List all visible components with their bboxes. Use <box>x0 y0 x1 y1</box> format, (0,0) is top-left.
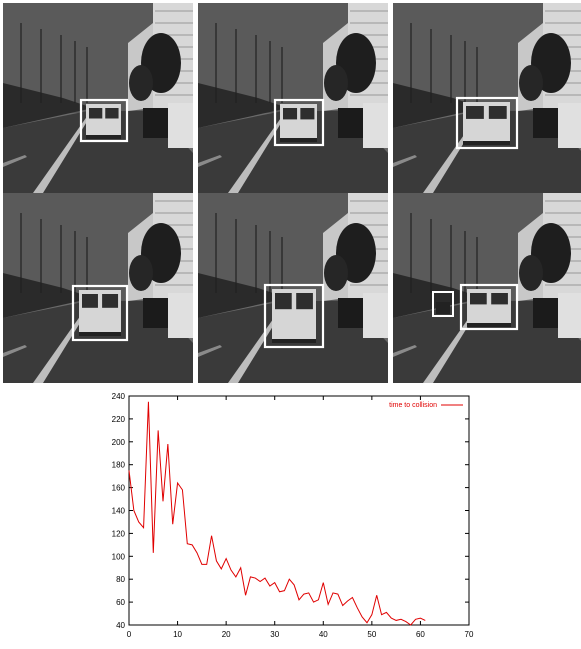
frame-6 <box>393 193 581 383</box>
van-rear-window <box>102 294 119 308</box>
parked-car <box>143 298 168 328</box>
x-tick-label: 30 <box>270 630 279 639</box>
y-tick-label: 120 <box>112 529 126 538</box>
left-embankment <box>3 273 93 318</box>
van-rear-window <box>470 293 487 305</box>
van-rear-window <box>82 294 98 308</box>
lane-marking <box>33 305 91 383</box>
left-embankment <box>198 83 288 128</box>
tree <box>129 65 153 101</box>
x-tick-label: 10 <box>173 630 182 639</box>
legend-label: time to collision <box>389 402 437 409</box>
van-rear-window <box>491 293 508 305</box>
van-rear-window <box>105 108 119 119</box>
parked-van <box>558 293 581 338</box>
tree <box>324 255 348 291</box>
van-bumper <box>280 138 317 142</box>
x-tick-label: 0 <box>127 630 132 639</box>
lane-marking <box>33 115 91 193</box>
x-tick-label: 60 <box>416 630 425 639</box>
tracking-box <box>71 284 129 342</box>
y-tick-label: 220 <box>112 415 126 424</box>
frame-1 <box>3 3 193 193</box>
lane-arrow <box>393 345 417 357</box>
parked-van <box>558 103 581 148</box>
tree <box>519 65 543 101</box>
x-tick-label: 50 <box>367 630 376 639</box>
tracking-box-secondary <box>432 291 454 317</box>
x-tick-label: 20 <box>222 630 231 639</box>
frame-2 <box>198 3 388 193</box>
van-bumper <box>86 135 121 139</box>
parked-van <box>168 103 193 148</box>
tree <box>129 255 153 291</box>
van-bumper <box>467 323 511 327</box>
x-tick-label: 70 <box>465 630 474 639</box>
lane-arrow <box>198 155 222 167</box>
y-tick-label: 160 <box>112 484 126 493</box>
van-rear-window <box>488 106 507 119</box>
tracking-box <box>459 283 519 331</box>
lane-marking <box>228 305 286 383</box>
frame-4 <box>3 193 193 383</box>
y-tick-label: 60 <box>116 598 125 607</box>
x-tick-label: 40 <box>319 630 328 639</box>
distant-car <box>436 302 450 314</box>
parked-car <box>533 108 558 138</box>
tree <box>324 65 348 101</box>
y-tick-label: 180 <box>112 461 126 470</box>
lane-arrow <box>3 345 27 357</box>
left-embankment <box>393 83 483 128</box>
van-bumper <box>463 141 510 145</box>
left-embankment <box>198 273 288 318</box>
van-rear-window <box>466 106 484 119</box>
lane-marking <box>228 115 286 193</box>
parked-car <box>338 298 363 328</box>
y-tick-label: 240 <box>112 392 126 401</box>
van-bumper <box>79 332 121 336</box>
lane-marking <box>423 305 481 383</box>
parked-car <box>143 108 168 138</box>
tracking-box <box>455 96 519 150</box>
y-tick-label: 100 <box>112 552 126 561</box>
frame-5 <box>198 193 388 383</box>
tracking-box <box>79 98 129 143</box>
parked-van <box>363 293 388 338</box>
lane-arrow <box>198 345 222 357</box>
frame-3 <box>393 3 581 193</box>
van-rear-window <box>275 293 292 310</box>
van-rear-window <box>89 108 103 119</box>
lane-arrow <box>3 155 27 167</box>
y-tick-label: 200 <box>112 438 126 447</box>
left-embankment <box>393 273 483 318</box>
parked-van <box>363 103 388 148</box>
parked-car <box>338 108 363 138</box>
series-line-time-to-collision <box>128 401 426 626</box>
plot-frame <box>128 395 470 626</box>
tree <box>519 255 543 291</box>
parked-van <box>168 293 193 338</box>
time-to-collision-chart: 0 10 20 30 40 50 60 70 40 60 80 100 120 140 160 180 200 2… <box>112 392 474 639</box>
tracking-box <box>273 98 325 147</box>
van-rear-window <box>296 293 313 310</box>
y-tick-label: 80 <box>116 575 125 584</box>
van-rear-window <box>283 108 298 120</box>
y-tick-label: 140 <box>112 507 126 516</box>
van-rear-window <box>300 108 315 120</box>
y-tick-label: 40 <box>116 621 125 630</box>
tracking-box <box>263 283 325 349</box>
parked-car <box>533 298 558 328</box>
van-bumper <box>272 339 316 343</box>
lane-arrow <box>393 155 417 167</box>
left-embankment <box>3 83 93 128</box>
